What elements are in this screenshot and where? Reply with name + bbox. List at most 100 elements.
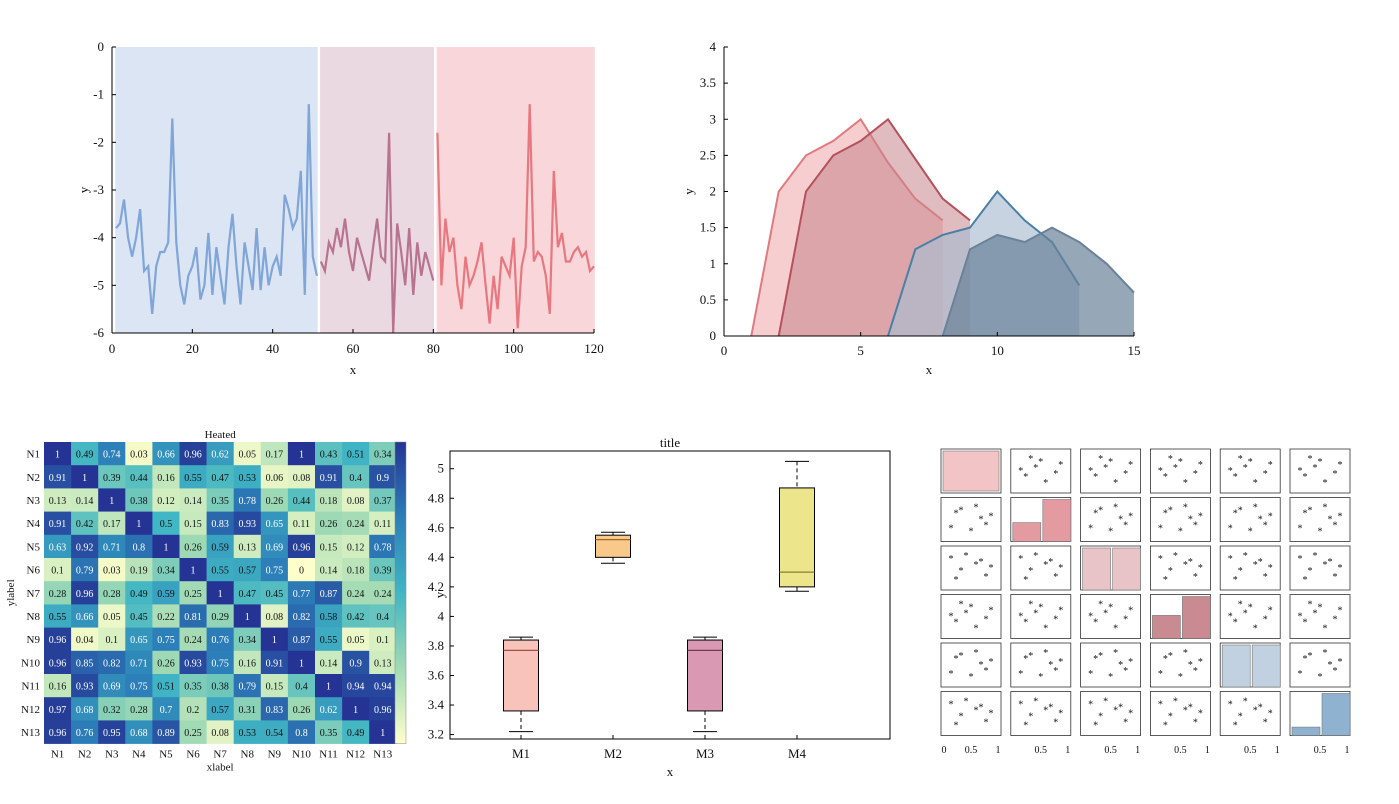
scatter-point: *	[1088, 524, 1093, 535]
y-axis-label: y	[76, 186, 91, 193]
scatter-point: *	[1308, 506, 1313, 517]
cell-value: 0.51	[347, 450, 365, 461]
scatter-point: *	[1253, 560, 1258, 571]
scatter-point: *	[1193, 572, 1198, 583]
x-tick-label: 100	[504, 341, 524, 356]
cell-value: 0.08	[266, 612, 284, 623]
cell-value: 0.82	[103, 658, 121, 669]
y-tick-label: -4	[93, 230, 104, 245]
column-label: N13	[373, 749, 392, 761]
y-tick-label: 0	[710, 328, 717, 343]
cell-value: 0	[299, 566, 304, 577]
scatter-point: *	[1308, 600, 1313, 611]
cell-value: 0.1	[51, 566, 64, 577]
cell-value: 0.78	[374, 542, 392, 553]
y-tick-label: -3	[93, 182, 104, 197]
column-label: N3	[105, 749, 119, 761]
cell-value: 0.4	[295, 682, 308, 693]
scatter-point: *	[1028, 651, 1033, 662]
scatter-point: *	[989, 512, 994, 523]
heatmap-cell	[152, 442, 180, 466]
cell-value: 0.15	[266, 682, 284, 693]
cell-value: 0.68	[76, 705, 94, 716]
chart-title: Heated	[205, 429, 237, 441]
matrix-panel	[1289, 448, 1351, 494]
cell-value: 0.9	[377, 473, 390, 484]
scatter-point: *	[1228, 612, 1233, 623]
heatmap-cell	[233, 465, 262, 489]
row-label: N3	[27, 495, 41, 507]
scatter-point: *	[1023, 575, 1028, 586]
cell-value: 0.68	[130, 728, 148, 739]
heatmap-cell	[342, 488, 370, 512]
x-tick-label: 1	[996, 745, 1001, 756]
cell-value: 0.54	[266, 728, 284, 739]
scatter-point: *	[1303, 509, 1308, 520]
heatmap-cell	[287, 674, 316, 698]
scatter-point: *	[949, 554, 954, 565]
heatmap-cell	[260, 534, 289, 559]
scatter-point: *	[974, 503, 979, 514]
scatter-point: *	[1298, 524, 1303, 535]
histogram-bar	[1042, 499, 1072, 542]
matrix-panel	[940, 594, 1002, 639]
scatter-point: *	[1098, 600, 1103, 611]
scatter-point: *	[1168, 712, 1173, 723]
cell-value: 0.75	[130, 682, 148, 693]
category-label: M1	[512, 746, 530, 761]
cell-value: 0.38	[130, 496, 148, 507]
scatter-point: *	[1233, 472, 1238, 483]
scatter-point: *	[1228, 524, 1233, 535]
heatmap-cell	[369, 650, 397, 675]
x-tick-label: 1	[1205, 745, 1210, 756]
scatter-point: *	[1018, 466, 1023, 477]
cell-value: 0.42	[347, 612, 365, 623]
scatter-point: *	[1238, 712, 1243, 723]
histogram-bar	[1182, 596, 1211, 639]
scatter-point: *	[1298, 669, 1303, 680]
cell-value: 1	[299, 658, 304, 669]
cell-value: 0.05	[103, 612, 121, 623]
heatmap-cell	[206, 465, 234, 489]
histogram-bar	[1082, 547, 1111, 591]
heatmap-cell	[98, 674, 126, 698]
scatter-point: *	[1158, 554, 1163, 565]
scatter-point: *	[964, 551, 969, 562]
x-tick-label: 0.5	[1174, 745, 1187, 756]
cell-value: 0.91	[49, 519, 67, 530]
y-tick-label: -5	[93, 277, 104, 292]
scatter-point: *	[1268, 512, 1273, 523]
cell-value: 0.25	[184, 589, 202, 600]
scatter-point: *	[1193, 469, 1198, 480]
column-label: N7	[213, 749, 227, 761]
y-tick-label: 4.4	[428, 549, 445, 564]
scatter-point: *	[1048, 703, 1053, 714]
heatmap-cell	[152, 558, 180, 582]
scatter-point: *	[1118, 703, 1123, 714]
heatmap-cell	[287, 627, 316, 652]
box	[779, 487, 815, 588]
scatter-point: *	[1128, 512, 1133, 523]
scatter-point: *	[1238, 566, 1243, 577]
heatmap-cell	[342, 697, 370, 721]
cell-value: 0.34	[374, 450, 392, 461]
scatter-point: *	[1323, 648, 1328, 659]
cell-value: 0.14	[320, 658, 338, 669]
column-label: N11	[319, 749, 338, 761]
cell-value: 0.65	[266, 519, 284, 530]
heatmap-cell	[44, 674, 72, 698]
scatter-point: *	[1338, 657, 1343, 668]
row-label: N9	[27, 634, 41, 646]
column-label: N9	[268, 749, 282, 761]
y-tick-label: 3.8	[428, 638, 444, 653]
scatter-point: *	[1058, 563, 1063, 574]
column-label: N12	[346, 749, 365, 761]
scatter-point: *	[1328, 557, 1333, 568]
scatter-point: *	[1303, 575, 1308, 586]
segment-background	[115, 47, 318, 333]
cell-value: 0.22	[157, 612, 175, 623]
heatmap-cell	[152, 581, 180, 605]
cell-value: 0.42	[76, 519, 94, 530]
y-tick-label: 4	[438, 608, 445, 623]
cell-value: 0.96	[49, 728, 67, 739]
